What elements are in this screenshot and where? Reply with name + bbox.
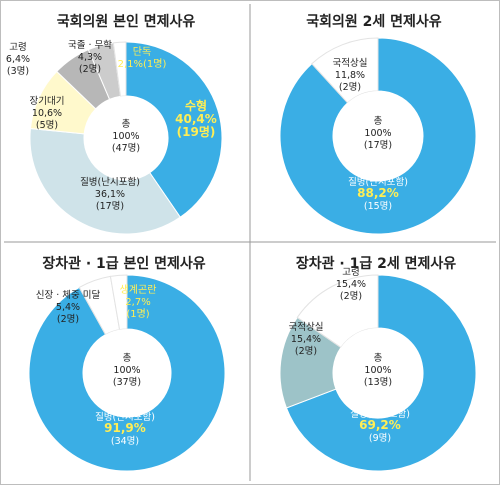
donut-hole bbox=[84, 96, 168, 180]
slice-label-line: 국적상실 bbox=[289, 321, 324, 333]
slice-label-line: 생계곤란 bbox=[120, 284, 157, 296]
slice-label-line: (3명) bbox=[7, 66, 29, 77]
slice-label-line: 15,4% bbox=[291, 334, 321, 345]
chart-title: 장차관 · 1급 2세 면제사유 bbox=[296, 255, 456, 272]
slice-label-국적상실: 국적상실 15,4% (2명) bbox=[289, 321, 324, 357]
slice-label-line: 6,4% bbox=[6, 54, 30, 65]
center-label-count: (13명) bbox=[364, 377, 392, 388]
center-label-total: 총 bbox=[374, 353, 383, 364]
slice-label-line: 질병(난시포함) bbox=[348, 176, 408, 188]
slice-label-국적상실: 국적상실 11,8% (2명) bbox=[333, 57, 368, 93]
slice-label-line: 질병(근시포함) bbox=[350, 408, 410, 420]
slice-label-line: 단독 bbox=[133, 46, 151, 58]
slice-label-질병-근시포함: 질병(근시포함) 69,2% (9명) bbox=[350, 408, 410, 444]
donut-hole bbox=[83, 329, 171, 417]
slice-label-line: 40,4% bbox=[175, 112, 217, 126]
slice-label-생계곤란: 생계곤란 2,7% (1명) bbox=[120, 284, 157, 320]
chart-title: 국회의원 2세 면제사유 bbox=[306, 13, 442, 30]
center-label-total: 총 bbox=[374, 116, 383, 127]
slice-label-line: (2명) bbox=[339, 82, 361, 93]
slice-label-국졸-무학: 국졸 · 무학 4,3% (2명) bbox=[68, 40, 112, 75]
slice-label-line: (2명) bbox=[79, 64, 101, 75]
center-label-percent: 100% bbox=[113, 365, 140, 376]
slice-label-line: 11,8% bbox=[335, 70, 365, 81]
chart-labels: 수형 40,4% (19명)질병(난시포함) 36,1% (17명)장기대기 10,6%(… bbox=[6, 40, 217, 212]
slice-label-수형: 수형 40,4% (19명) bbox=[175, 98, 217, 139]
slice-label-line: 36,1% bbox=[95, 189, 125, 200]
slice-label-line: (2명) bbox=[295, 346, 317, 357]
center-label-count: (37명) bbox=[113, 377, 141, 388]
slice-label-line: 91,9% bbox=[104, 421, 146, 435]
chart-slices bbox=[28, 274, 226, 472]
slice-label-line: 국적상실 bbox=[333, 57, 368, 69]
center-label-percent: 100% bbox=[364, 365, 391, 376]
chart-labels: 질병(난시포함) 88,2% (15명) 국적상실 11,8% (2명) bbox=[333, 57, 408, 212]
slice-label-line: 10,6% bbox=[32, 108, 62, 119]
chart-slices bbox=[29, 41, 223, 235]
slice-label-질병-난시포함: 질병(난시포함) 36,1% (17명) bbox=[80, 176, 140, 212]
slice-label-line: 2,7% bbox=[125, 297, 150, 308]
slice-label-line: (34명) bbox=[111, 436, 139, 447]
chart-3: 장차관 · 1급 본인 면제사유 질병(난시포함) 91,9% (34명) 신장 · … bbox=[28, 255, 226, 472]
slice-label-질병-난시포함: 질병(난시포함) 91,9% (34명) bbox=[95, 411, 155, 447]
chart-title: 국회의원 본인 면제사유 bbox=[57, 13, 196, 30]
slice-label-line: 국졸 · 무학 bbox=[68, 40, 112, 51]
donut-hole bbox=[333, 91, 423, 181]
center-label-count: (47명) bbox=[112, 143, 140, 154]
slice-label-line: 질병(난시포함) bbox=[95, 411, 155, 423]
slice-label-line: (19명) bbox=[177, 125, 216, 139]
center-label-percent: 100% bbox=[364, 128, 391, 139]
chart-labels: 질병(근시포함) 69,2% (9명)국적상실 15,4% (2명)고령 15,4% (2명… bbox=[289, 266, 410, 444]
center-label-count: (17명) bbox=[364, 140, 392, 151]
donut-hole bbox=[333, 328, 423, 418]
slice-label-line: (5명) bbox=[36, 120, 58, 131]
slice-label-line: (2명) bbox=[340, 291, 362, 302]
slice-label-line: 장기대기 bbox=[30, 96, 65, 107]
center-label-total: 총 bbox=[123, 353, 132, 364]
center-label-total: 총 bbox=[122, 119, 131, 130]
chart-title: 장차관 · 1급 본인 면제사유 bbox=[42, 255, 205, 272]
center-label-percent: 100% bbox=[112, 131, 139, 142]
slice-label-line: 신장 · 체중 미달 bbox=[36, 289, 101, 301]
slice-label-line: (17명) bbox=[96, 201, 124, 212]
slice-label-고령: 고령 6,4% (3명) bbox=[6, 41, 30, 77]
slice-label-line: 2,1%(1명) bbox=[118, 58, 167, 70]
slice-label-고령: 고령 15,4% (2명) bbox=[336, 266, 366, 302]
slice-label-신장-체중-미달: 신장 · 체중 미달 5,4% (2명) bbox=[36, 289, 101, 325]
slice-label-line: 고령 bbox=[9, 41, 26, 53]
slice-label-line: 4,3% bbox=[78, 52, 102, 63]
slice-label-line: 5,4% bbox=[56, 302, 80, 313]
slice-label-line: 88,2% bbox=[357, 186, 399, 200]
slice-label-line: (15명) bbox=[364, 201, 392, 212]
slice-label-line: 수형 bbox=[185, 98, 207, 113]
chart-2: 국회의원 2세 면제사유 질병(난시포함) 88,2% (15명) 국적상실 11,8%… bbox=[279, 13, 477, 235]
slice-label-line: (1명) bbox=[126, 308, 149, 320]
chart-slices bbox=[279, 37, 477, 235]
slice-label-line: 15,4% bbox=[336, 279, 366, 290]
slice-label-장기대기: 장기대기 10,6% (5명) bbox=[30, 96, 65, 131]
chart-slices bbox=[279, 274, 477, 472]
slice-label-line: (2명) bbox=[57, 314, 79, 325]
slice-label-line: 질병(난시포함) bbox=[80, 176, 140, 188]
chart-labels: 질병(난시포함) 91,9% (34명) 신장 · 체중 미달 5,4% (2명) 생계곤란… bbox=[36, 284, 157, 447]
slice-label-line: 69,2% bbox=[359, 418, 401, 432]
chart-4: 장차관 · 1급 2세 면제사유 질병(근시포함) 69,2% (9명)국적상실 15… bbox=[279, 255, 477, 472]
slice-label-line: (9명) bbox=[369, 433, 391, 444]
slice-label-질병-난시포함: 질병(난시포함) 88,2% (15명) bbox=[348, 176, 408, 212]
chart-1: 국회의원 본인 면제사유 수형 40,4% (19명)질병(난시포함) 36,1% (1… bbox=[6, 13, 223, 235]
slice-label-line: 고령 bbox=[342, 266, 359, 278]
slice-label-단독: 단독 2,1%(1명) bbox=[118, 46, 167, 70]
